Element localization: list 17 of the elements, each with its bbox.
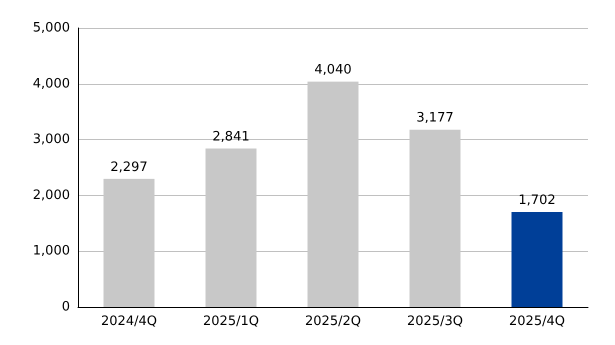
data-label: 1,702 bbox=[518, 193, 556, 208]
y-tick-label: 5,000 bbox=[32, 20, 70, 36]
x-tick-label: 2025/3Q bbox=[407, 314, 463, 329]
x-tick-label: 2025/4Q bbox=[509, 314, 565, 329]
x-tick-label: 2025/2Q bbox=[305, 314, 361, 329]
y-tick-label: 3,000 bbox=[32, 132, 70, 148]
y-tick-label: 4,000 bbox=[32, 76, 70, 92]
y-tick-label: 2,000 bbox=[32, 188, 70, 203]
data-label: 2,297 bbox=[110, 160, 148, 175]
bar bbox=[512, 212, 562, 307]
x-tick-label: 2025/1Q bbox=[203, 314, 259, 329]
data-label: 2,841 bbox=[212, 129, 250, 144]
y-tick-label: 0 bbox=[62, 300, 70, 314]
y-tick-label: 1,000 bbox=[32, 244, 70, 259]
data-label: 3,177 bbox=[416, 110, 454, 126]
x-tick-label: 2024/4Q bbox=[101, 314, 157, 329]
data-label: 4,040 bbox=[314, 62, 352, 78]
